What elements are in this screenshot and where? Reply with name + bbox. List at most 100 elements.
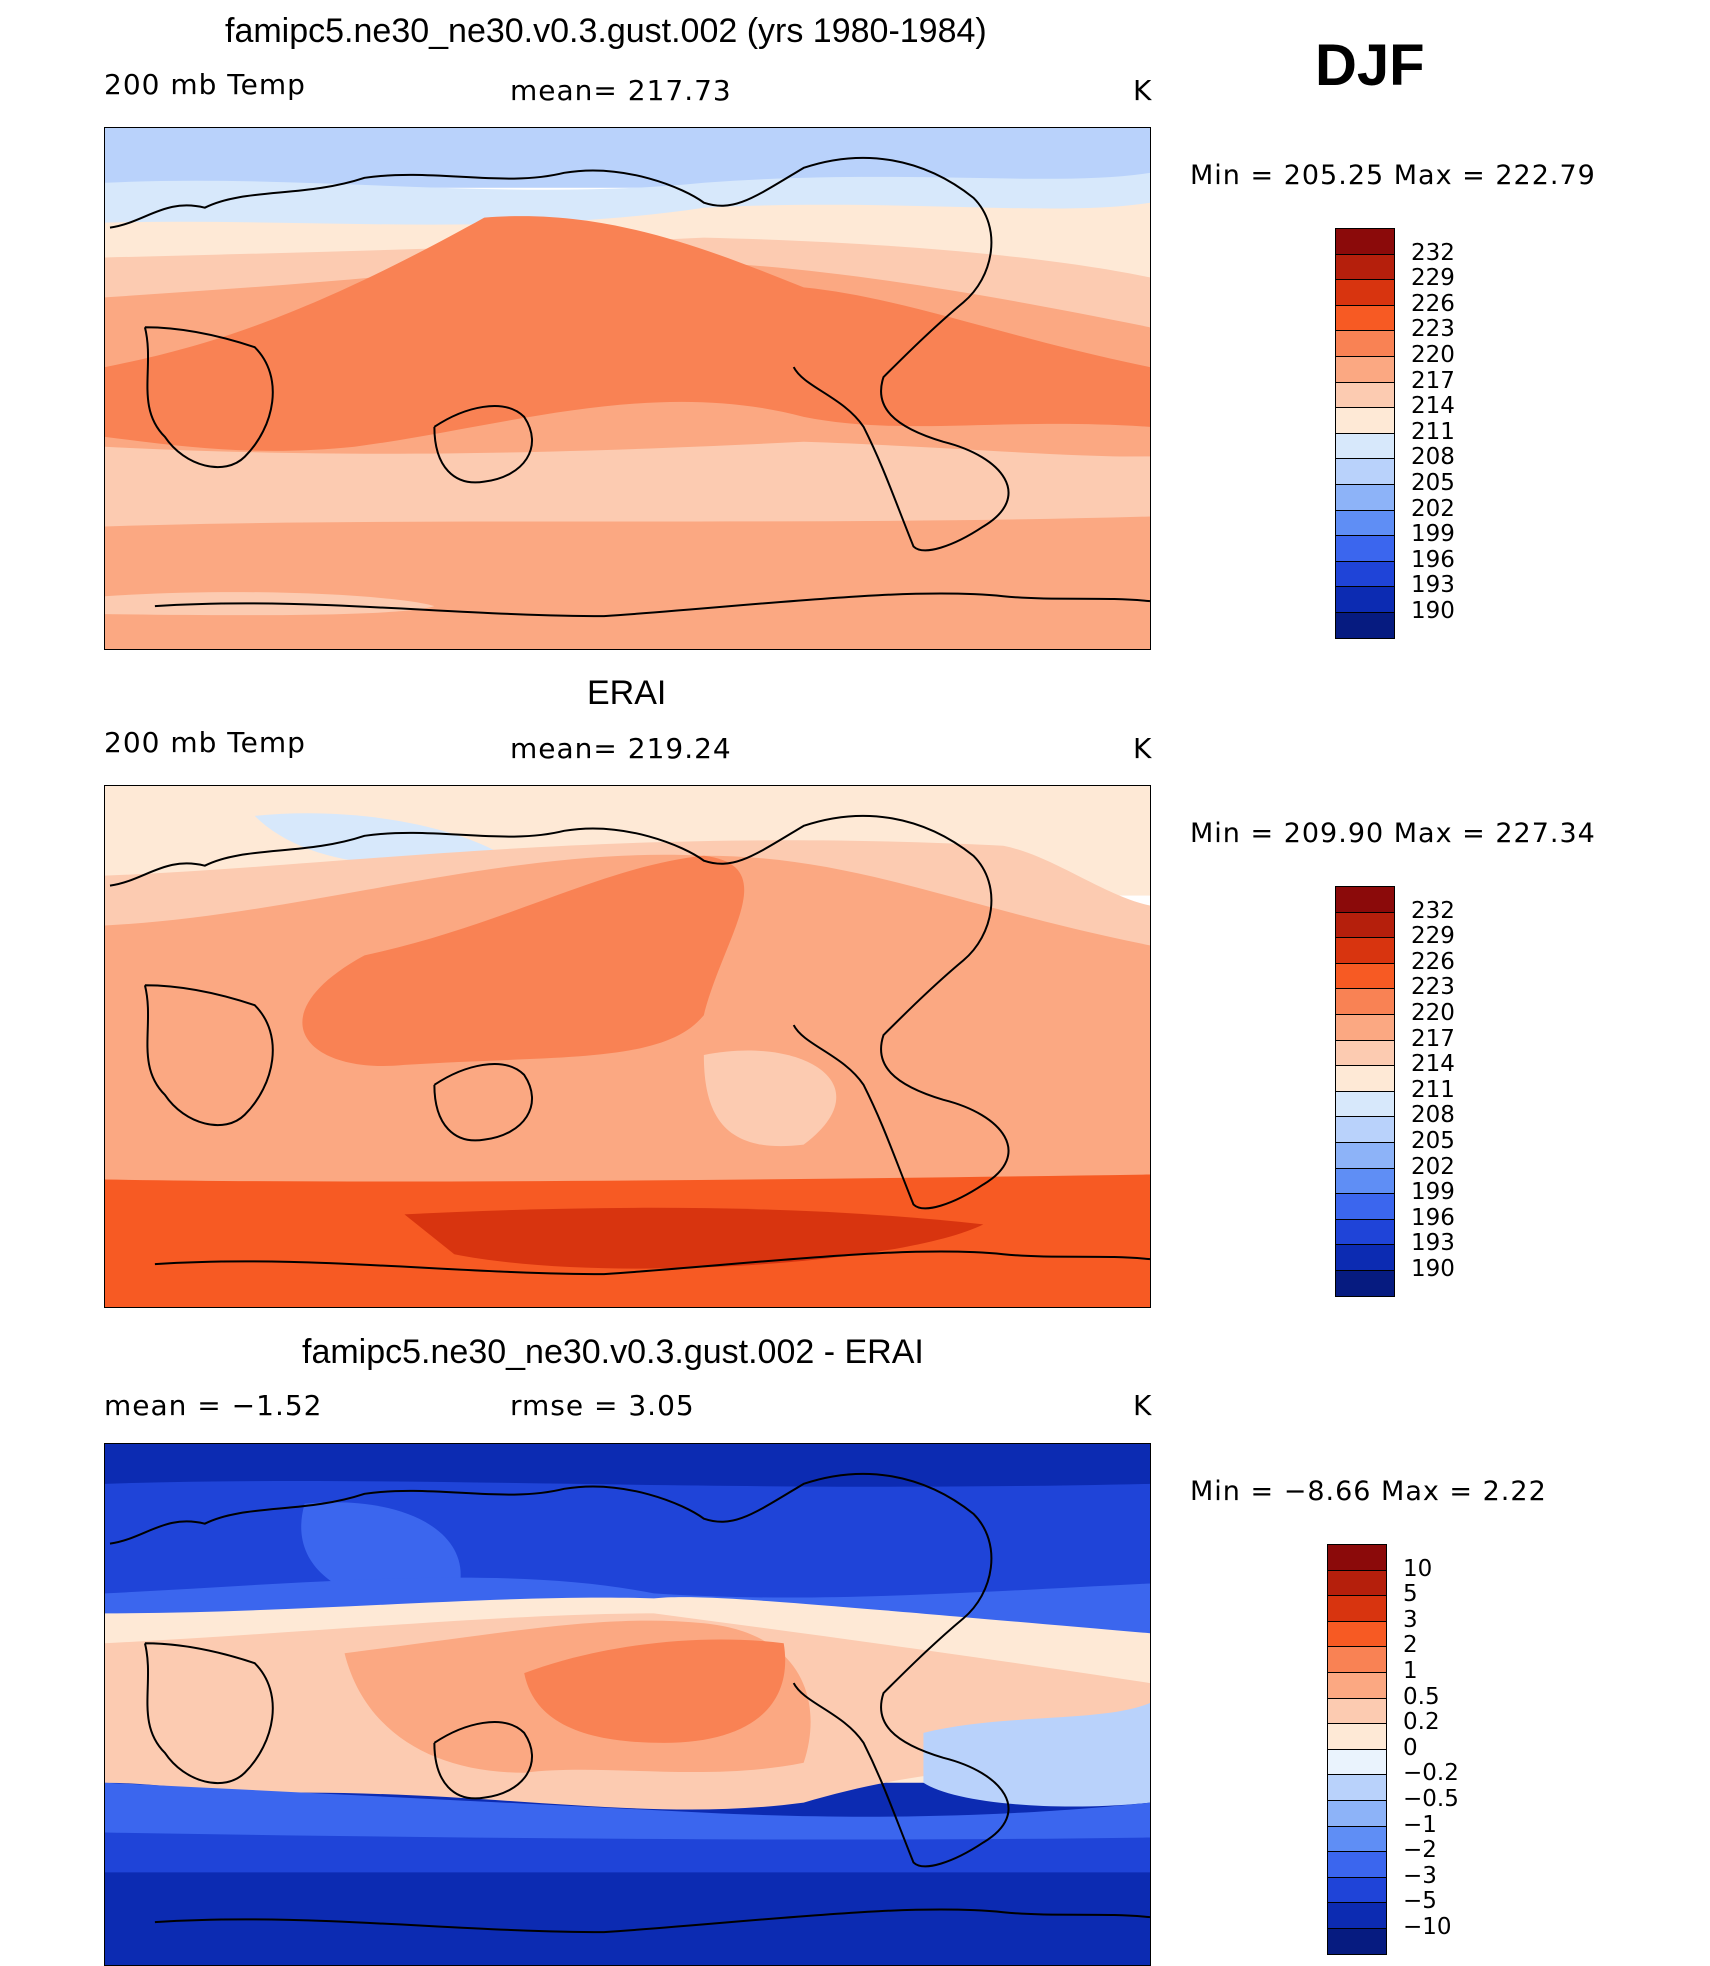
colorbar-tick-label: −0.5 bbox=[1403, 1786, 1459, 1812]
panel3-mean-label: mean = −1.52 bbox=[104, 1389, 323, 1422]
colorbar-swatch bbox=[1335, 612, 1395, 639]
map-band bbox=[923, 1703, 1150, 1807]
map-band bbox=[105, 441, 1150, 527]
colorbar-tick-label: 0.2 bbox=[1403, 1709, 1440, 1736]
colorbar-tick-label: 190 bbox=[1411, 598, 1455, 624]
colorbar-swatch bbox=[1335, 330, 1395, 357]
colorbar-tick-label: 223 bbox=[1411, 316, 1455, 343]
panel3-title: famipc5.ne30_ne30.v0.3.gust.002 - ERAI bbox=[302, 1333, 924, 1371]
colorbar-tick-label: 232 bbox=[1411, 239, 1455, 266]
colorbar-swatch bbox=[1327, 1569, 1387, 1597]
colorbar-tick-label: 217 bbox=[1411, 1025, 1455, 1052]
coastlines bbox=[109, 814, 1150, 1276]
colorbar-swatch bbox=[1335, 253, 1395, 281]
colorbar-tick-label: −10 bbox=[1403, 1914, 1452, 1940]
colorbar-tick-label: 0.5 bbox=[1403, 1683, 1440, 1710]
colorbar-tick-label: 211 bbox=[1411, 1076, 1455, 1103]
colorbar-tick-label: 202 bbox=[1411, 495, 1455, 522]
colorbar-tick-label: −2 bbox=[1403, 1837, 1437, 1864]
colorbar-tick-label: 208 bbox=[1411, 1102, 1455, 1129]
colorbar-tick-label: 0 bbox=[1403, 1734, 1418, 1761]
colorbar-swatch bbox=[1335, 279, 1395, 306]
colorbar-tick-label: 232 bbox=[1411, 897, 1455, 924]
colorbar-swatch bbox=[1335, 1193, 1395, 1220]
colorbar-tick-label: 220 bbox=[1411, 1000, 1455, 1026]
colorbar-tick-label: 205 bbox=[1411, 1128, 1455, 1154]
colorbar-swatch bbox=[1327, 1851, 1387, 1878]
colorbar-tick-label: 226 bbox=[1411, 948, 1455, 975]
colorbar-tick-label: 211 bbox=[1411, 418, 1455, 445]
colorbar-swatch bbox=[1335, 1090, 1395, 1118]
panel3-minmax-label: Min = −8.66 Max = 2.22 bbox=[1190, 1476, 1547, 1507]
colorbar-tick-label: 199 bbox=[1411, 521, 1455, 548]
colorbar-swatch bbox=[1335, 1244, 1395, 1271]
colorbar-tick-label: −1 bbox=[1403, 1811, 1437, 1838]
colorbar-swatch bbox=[1335, 1218, 1395, 1246]
panel1-map bbox=[104, 127, 1151, 650]
colorbar-swatch bbox=[1335, 886, 1395, 913]
colorbar-tick-label: −5 bbox=[1403, 1888, 1437, 1915]
colorbar-tick-label: −0.2 bbox=[1403, 1760, 1459, 1787]
colorbar-tick-label: 223 bbox=[1411, 974, 1455, 1001]
panel3-units-label: K bbox=[1133, 1389, 1153, 1422]
colorbar-tick-label: 217 bbox=[1411, 367, 1455, 394]
map-band bbox=[703, 1050, 837, 1147]
colorbar-swatch bbox=[1335, 1014, 1395, 1041]
panel2-map-svg bbox=[105, 786, 1150, 1307]
colorbar-swatch bbox=[1335, 432, 1395, 460]
colorbar-tick-label: 202 bbox=[1411, 1153, 1455, 1180]
panel2-variable-label: 200 mb Temp bbox=[104, 726, 306, 759]
map-band bbox=[105, 516, 1150, 649]
panel1-map-svg bbox=[105, 128, 1150, 649]
colorbar-tick-label: 208 bbox=[1411, 444, 1455, 471]
colorbar-tick-label: 2 bbox=[1403, 1632, 1418, 1659]
colorbar-swatch bbox=[1327, 1928, 1387, 1955]
colorbar-swatch bbox=[1335, 560, 1395, 588]
panel3-map bbox=[104, 1443, 1151, 1966]
colorbar-swatch bbox=[1335, 988, 1395, 1015]
map-band bbox=[105, 1832, 1150, 1873]
colorbar-swatch bbox=[1327, 1620, 1387, 1648]
colorbar-swatch bbox=[1327, 1800, 1387, 1827]
colorbar-tick-label: 10 bbox=[1403, 1555, 1433, 1582]
colorbar-swatch bbox=[1335, 1116, 1395, 1143]
panel3-rmse-label: rmse = 3.05 bbox=[510, 1389, 695, 1422]
coastlines bbox=[109, 1472, 1150, 1934]
colorbar-swatch bbox=[1327, 1646, 1387, 1673]
colorbar-tick-label: 193 bbox=[1411, 1230, 1455, 1257]
map-band bbox=[105, 216, 1150, 451]
colorbar-swatch bbox=[1335, 586, 1395, 613]
colorbar-swatch bbox=[1335, 1142, 1395, 1169]
colorbar-swatch bbox=[1327, 1825, 1387, 1853]
season-label: DJF bbox=[1315, 33, 1425, 98]
map-band bbox=[404, 1207, 984, 1269]
colorbar-tick-label: 3 bbox=[1403, 1606, 1418, 1633]
map-band bbox=[524, 1639, 786, 1743]
colorbar-swatch bbox=[1335, 458, 1395, 485]
colorbar-swatch bbox=[1327, 1774, 1387, 1801]
colorbar-swatch bbox=[1327, 1748, 1387, 1776]
panel2-mean-label: mean= 219.24 bbox=[510, 732, 732, 765]
colorbar-tick-label: 229 bbox=[1411, 923, 1455, 950]
panel1-title: famipc5.ne30_ne30.v0.3.gust.002 (yrs 198… bbox=[225, 12, 987, 50]
colorbar-swatch bbox=[1327, 1902, 1387, 1929]
coastlines bbox=[109, 156, 1150, 618]
panel2-minmax-label: Min = 209.90 Max = 227.34 bbox=[1190, 818, 1596, 849]
colorbar-tick-label: −3 bbox=[1403, 1862, 1437, 1889]
colorbar-swatch bbox=[1335, 1270, 1395, 1297]
panel2-map bbox=[104, 785, 1151, 1308]
colorbar-tick-label: 5 bbox=[1403, 1581, 1418, 1608]
colorbar-tick-label: 199 bbox=[1411, 1179, 1455, 1206]
colorbar-swatch bbox=[1335, 509, 1395, 537]
colorbar-tick-label: 1 bbox=[1403, 1658, 1418, 1684]
colorbar-swatch bbox=[1335, 1039, 1395, 1067]
colorbar-swatch bbox=[1335, 228, 1395, 255]
colorbar-swatch bbox=[1335, 484, 1395, 511]
colorbar-tick-label: 196 bbox=[1411, 1204, 1455, 1231]
panel1-mean-label: mean= 217.73 bbox=[510, 74, 732, 107]
map-band bbox=[105, 128, 1150, 188]
colorbar-swatch bbox=[1327, 1697, 1387, 1725]
colorbar-tick-label: 214 bbox=[1411, 393, 1455, 420]
colorbar-tick-label: 229 bbox=[1411, 265, 1455, 292]
map-band bbox=[254, 813, 505, 866]
